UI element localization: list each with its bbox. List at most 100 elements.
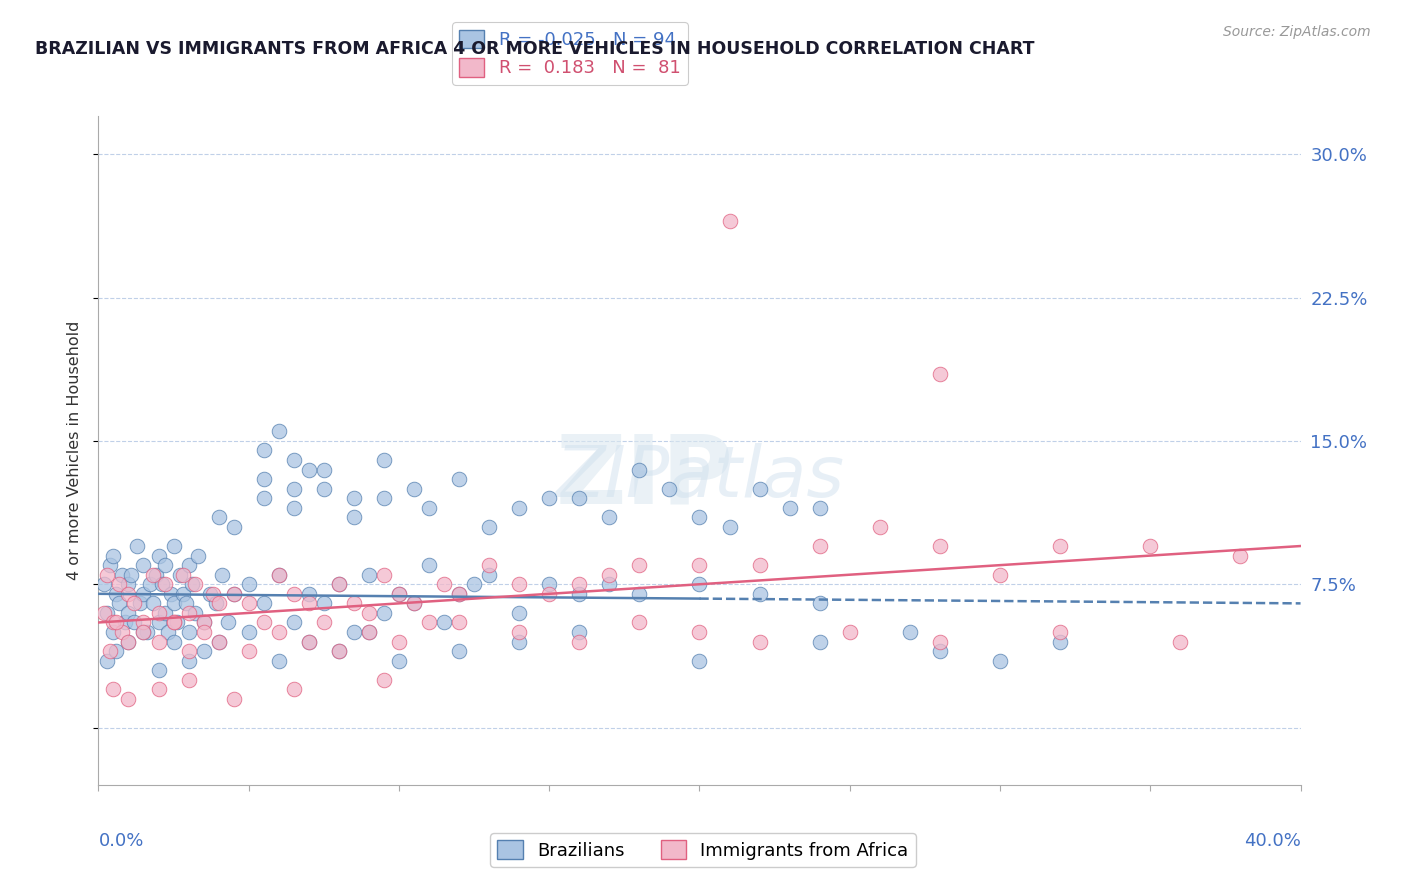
Point xyxy=(267,567,290,582)
Point xyxy=(988,567,1011,582)
Point xyxy=(447,615,470,630)
Point xyxy=(689,558,711,573)
Point xyxy=(121,567,143,582)
Point xyxy=(312,596,335,610)
Point xyxy=(166,615,188,630)
Text: 0.0%: 0.0% xyxy=(98,832,143,850)
Point xyxy=(388,634,411,648)
Point xyxy=(96,654,118,668)
Point xyxy=(211,567,233,582)
Point xyxy=(148,634,170,648)
Point xyxy=(447,644,470,658)
Point xyxy=(183,577,205,591)
Point xyxy=(447,587,470,601)
Point xyxy=(124,596,146,610)
Point xyxy=(145,567,167,582)
Point xyxy=(135,625,157,640)
Point xyxy=(267,567,290,582)
Point xyxy=(929,644,952,658)
Point xyxy=(418,615,440,630)
Point xyxy=(357,625,380,640)
Point xyxy=(138,577,160,591)
Point xyxy=(253,472,276,486)
Point xyxy=(748,558,770,573)
Point xyxy=(478,567,501,582)
Point xyxy=(117,577,139,591)
Point xyxy=(267,425,290,439)
Point xyxy=(598,567,620,582)
Point xyxy=(568,625,591,640)
Point xyxy=(267,625,290,640)
Point xyxy=(208,596,231,610)
Point xyxy=(253,491,276,506)
Point xyxy=(343,596,366,610)
Point xyxy=(177,558,200,573)
Point xyxy=(177,644,200,658)
Point xyxy=(174,596,197,610)
Point xyxy=(328,644,350,658)
Point xyxy=(111,625,134,640)
Point xyxy=(312,462,335,476)
Point xyxy=(132,587,155,601)
Point xyxy=(222,587,245,601)
Point xyxy=(150,577,173,591)
Point xyxy=(177,625,200,640)
Point xyxy=(132,615,155,630)
Point xyxy=(1170,634,1192,648)
Point xyxy=(162,615,184,630)
Point xyxy=(312,615,335,630)
Point xyxy=(162,596,184,610)
Point xyxy=(148,682,170,697)
Point xyxy=(100,644,122,658)
Point xyxy=(598,510,620,524)
Point xyxy=(538,491,561,506)
Point xyxy=(538,577,561,591)
Point xyxy=(103,549,125,563)
Point xyxy=(748,634,770,648)
Point xyxy=(159,587,181,601)
Point xyxy=(508,577,530,591)
Point xyxy=(1229,549,1251,563)
Point xyxy=(328,577,350,591)
Point xyxy=(808,634,831,648)
Point xyxy=(177,606,200,620)
Point xyxy=(124,615,146,630)
Point xyxy=(689,510,711,524)
Point xyxy=(198,587,221,601)
Point xyxy=(328,644,350,658)
Point xyxy=(568,587,591,601)
Y-axis label: 4 or more Vehicles in Household: 4 or more Vehicles in Household xyxy=(67,321,83,580)
Point xyxy=(718,214,741,228)
Point xyxy=(478,520,501,534)
Point xyxy=(929,539,952,553)
Point xyxy=(658,482,681,496)
Point xyxy=(373,453,395,467)
Point xyxy=(402,482,425,496)
Point xyxy=(117,634,139,648)
Point xyxy=(105,615,128,630)
Point xyxy=(238,596,260,610)
Point xyxy=(132,558,155,573)
Point xyxy=(388,587,411,601)
Point xyxy=(117,606,139,620)
Point xyxy=(598,577,620,591)
Point xyxy=(328,577,350,591)
Point xyxy=(153,606,176,620)
Point xyxy=(153,558,176,573)
Point xyxy=(96,606,118,620)
Point xyxy=(568,577,591,591)
Point xyxy=(402,596,425,610)
Point xyxy=(283,615,305,630)
Point xyxy=(103,615,125,630)
Point xyxy=(180,577,202,591)
Point xyxy=(748,482,770,496)
Point xyxy=(222,587,245,601)
Point xyxy=(156,625,179,640)
Point xyxy=(108,577,131,591)
Point xyxy=(869,520,891,534)
Point xyxy=(193,644,215,658)
Point xyxy=(217,615,239,630)
Point xyxy=(111,567,134,582)
Point xyxy=(388,654,411,668)
Point xyxy=(127,539,149,553)
